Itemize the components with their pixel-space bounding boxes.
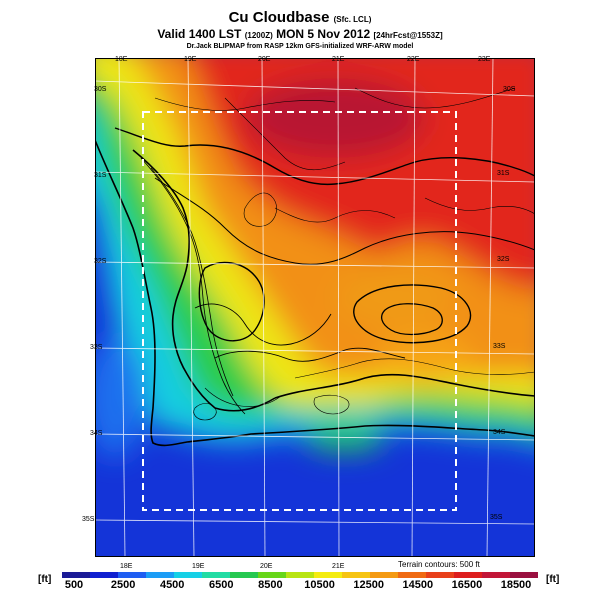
colorbar-swatch xyxy=(314,572,343,578)
colorbar-label: 6500 xyxy=(209,579,234,591)
lat-label-right-32S: 32S xyxy=(497,256,510,263)
terrain-contours-note: Terrain contours: 500 ft xyxy=(398,560,480,569)
lat-label-right-33S: 33S xyxy=(493,343,506,350)
colorbar-swatch xyxy=(454,572,483,578)
contour-mid-3 xyxy=(194,303,332,346)
colorbar-label: 12500 xyxy=(353,579,384,591)
colorbar-swatch xyxy=(342,572,371,578)
colorbar-swatch xyxy=(398,572,427,578)
coastline xyxy=(95,139,535,447)
colorbar xyxy=(62,572,538,578)
valid-time: Valid 1400 LST (1200Z) MON 5 Nov 2012 [2… xyxy=(0,27,600,41)
colorbar-unit-left: [ft] xyxy=(38,574,52,585)
lat-label-right-35S: 35S xyxy=(490,514,503,521)
lat-label-left-34S: 34S xyxy=(90,430,103,437)
lat-label-left-32S: 32S xyxy=(94,258,107,265)
valid-forecast: [24hrFcst@1553Z] xyxy=(373,31,443,40)
colorbar-swatch xyxy=(62,572,91,578)
cloudbase-map xyxy=(95,58,535,557)
contour-central-loop xyxy=(198,261,265,342)
colorbar-label: 2500 xyxy=(110,579,136,591)
contour-east-ridge xyxy=(274,373,535,399)
colorbar-label: 4500 xyxy=(159,579,185,591)
lat-label-right-31S: 31S xyxy=(497,170,510,177)
contour-thin-7 xyxy=(243,192,277,227)
colorbar-swatch xyxy=(118,572,147,578)
terrain-contours xyxy=(95,87,535,447)
colorbar-swatch xyxy=(426,572,455,578)
valid-date: MON 5 Nov 2012 xyxy=(276,27,371,41)
inner-domain-boundary xyxy=(142,111,457,511)
title-main: Cu Cloudbase xyxy=(228,9,330,26)
title-suffix: (Sfc. LCL) xyxy=(333,15,372,24)
contour-thin-3 xyxy=(294,358,535,379)
lon-label-top-20E: 20E xyxy=(258,56,271,63)
colorbar-swatch xyxy=(370,572,399,578)
valid-code: (1200Z) xyxy=(244,31,273,40)
contour-east-loop xyxy=(353,284,472,344)
colorbar-swatch xyxy=(482,572,511,578)
contour-thin-9 xyxy=(193,403,217,421)
contour-thin-4 xyxy=(204,387,282,407)
contour-thin-5 xyxy=(354,87,516,109)
core-crimson xyxy=(245,78,425,158)
lon-label-top-22E: 22E xyxy=(407,56,420,63)
colorbar-label: 8500 xyxy=(258,579,283,591)
lon-label-top-21E: 21E xyxy=(332,56,345,63)
lat-label-right-34S: 34S xyxy=(493,429,506,436)
lon-label-bottom-20E: 20E xyxy=(260,563,273,570)
lon-label-top-23E: 23E xyxy=(478,56,491,63)
contour-north-upper xyxy=(114,127,535,186)
contour-inner-loop xyxy=(380,303,443,336)
lat-label-right-30S: 30S xyxy=(503,86,516,93)
colorbar-swatch xyxy=(90,572,119,578)
lat-label-left-33S: 33S xyxy=(90,344,103,351)
colorbar-swatch xyxy=(510,572,538,578)
blue-patch-west xyxy=(95,338,145,458)
colorbar-label: 16500 xyxy=(451,579,483,591)
map-frame xyxy=(95,58,535,557)
colorbar-label: 500 xyxy=(64,579,84,591)
chart-title: Cu Cloudbase (Sfc. LCL) xyxy=(0,9,600,26)
colorbar-swatch xyxy=(230,572,259,578)
lon-label-top-18E: 18E xyxy=(115,56,128,63)
orange-patch-central xyxy=(375,334,475,382)
contour-thin-2 xyxy=(274,207,396,223)
lon-label-bottom-21E: 21E xyxy=(332,563,345,570)
colorbar-swatch xyxy=(146,572,175,578)
valid-main: Valid 1400 LST xyxy=(157,27,242,41)
lat-label-left-35S: 35S xyxy=(82,516,95,523)
lon-label-bottom-19E: 19E xyxy=(192,563,205,570)
contour-west-2 xyxy=(150,167,234,397)
colorbar-swatch xyxy=(286,572,315,578)
orange-patch-east xyxy=(335,268,455,328)
contour-west-1 xyxy=(140,157,246,415)
lon-label-top-19E: 19E xyxy=(184,56,197,63)
lat-lon-grid xyxy=(95,58,535,557)
colorbar-unit-right: [ft] xyxy=(546,574,560,585)
model-source: Dr.Jack BLIPMAP from RASP 12km GFS-initi… xyxy=(186,43,414,50)
contour-thin-8 xyxy=(313,394,350,415)
contour-mid-2 xyxy=(214,347,406,362)
lat-label-left-31S: 31S xyxy=(94,172,107,179)
colorbar-label: 14500 xyxy=(402,579,434,591)
contour-thin-1 xyxy=(224,97,346,171)
colorbar-label: 10500 xyxy=(304,579,335,591)
green-patch-south xyxy=(305,424,385,452)
colorbar-swatch xyxy=(258,572,287,578)
colorbar-swatch xyxy=(174,572,203,578)
contour-thin-6 xyxy=(424,197,535,215)
lon-label-bottom-18E: 18E xyxy=(120,563,133,570)
colorbar-swatch xyxy=(202,572,231,578)
contour-mid xyxy=(154,177,535,265)
contour-thin-10 xyxy=(154,97,336,111)
colorbar-label: 18500 xyxy=(500,579,532,591)
lat-label-left-30S: 30S xyxy=(94,86,107,93)
